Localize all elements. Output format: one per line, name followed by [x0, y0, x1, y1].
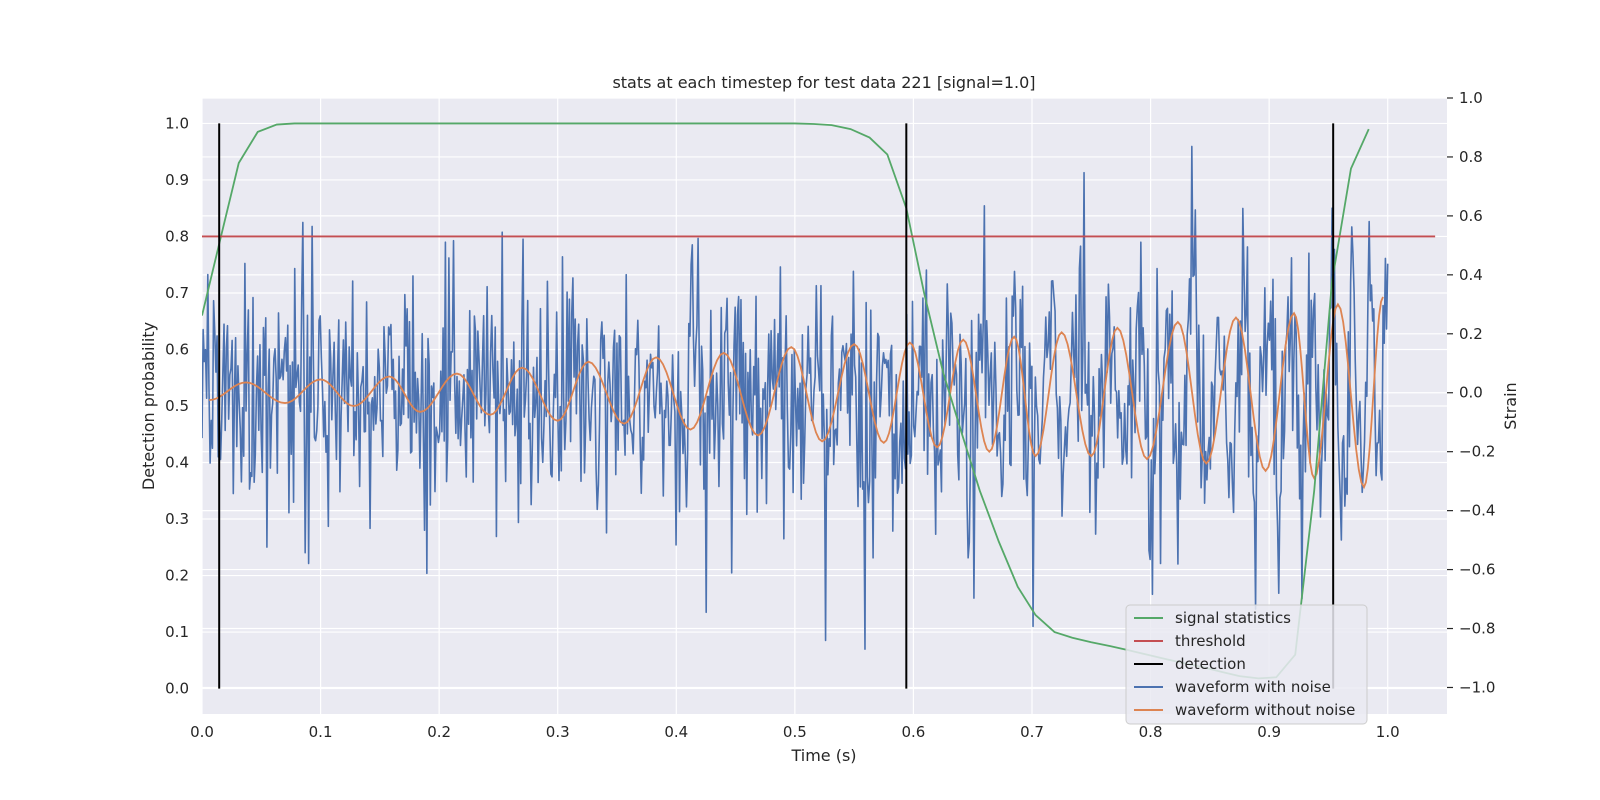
y2-tick-label: −0.8 [1459, 620, 1495, 638]
y-tick-label: 0.5 [165, 397, 189, 415]
y2-tick-label: 0.6 [1459, 207, 1483, 225]
legend-box [1125, 604, 1368, 725]
y-tick-label: 0.2 [165, 567, 189, 585]
x-tick-label: 0.6 [901, 723, 925, 741]
x-tick-label: 0.3 [546, 723, 570, 741]
y-tick-label: 0.3 [165, 510, 189, 528]
x-tick-label: 0.7 [1020, 723, 1044, 741]
y-tick-label: 0.8 [165, 227, 189, 245]
legend-label-waveform-without-noise: waveform without noise [1175, 701, 1355, 719]
axis-ticks: 0.0 0.1 0.2 0.3 0.4 0.5 0.6 0.7 0.8 0.9 1.0 0.0 0.1 0… [165, 89, 1495, 741]
x-tick-label: 0.2 [427, 723, 451, 741]
y2-tick-label: −1.0 [1459, 678, 1495, 696]
y2-axis-label: Strain [1501, 382, 1520, 429]
x-tick-label: 1.0 [1376, 723, 1400, 741]
y2-tick-label: 1.0 [1459, 89, 1483, 107]
y2-tick-label: 0.2 [1459, 325, 1483, 343]
y2-tick-label: −0.4 [1459, 502, 1495, 520]
y-tick-label: 0.4 [165, 454, 189, 472]
legend-label-threshold: threshold [1175, 632, 1246, 650]
legend-label-signal-statistics: signal statistics [1175, 609, 1291, 627]
x-tick-label: 0.8 [1139, 723, 1163, 741]
legend-label-waveform-with-noise: waveform with noise [1175, 678, 1331, 696]
x-tick-label: 0.5 [783, 723, 807, 741]
y-axis-label: Detection probability [139, 322, 158, 490]
y2-tick-label: 0.8 [1459, 148, 1483, 166]
x-tick-label: 0.9 [1257, 723, 1281, 741]
chart-title: stats at each timestep for test data 221… [612, 73, 1035, 92]
y2-tick-label: −0.2 [1459, 443, 1495, 461]
legend-label-detection: detection [1175, 655, 1246, 673]
y2-tick-label: −0.6 [1459, 561, 1495, 579]
y-tick-label: 0.7 [165, 284, 189, 302]
series-waveform-with-noise [202, 145, 1389, 650]
y-tick-label: 0.6 [165, 340, 189, 358]
series-waveform-without-noise [209, 296, 1384, 490]
x-axis-label: Time (s) [790, 746, 856, 765]
y-tick-label: 0.0 [165, 680, 189, 698]
y-tick-label: 1.0 [165, 114, 189, 132]
y-tick-label: 0.1 [165, 623, 189, 641]
x-tick-label: 0.0 [190, 723, 214, 741]
x-tick-label: 0.4 [664, 723, 688, 741]
x-tick-label: 0.1 [309, 723, 333, 741]
legend: signal statistics threshold detection wa… [1125, 604, 1368, 725]
y2-tick-label: 0.0 [1459, 384, 1483, 402]
y-tick-label: 0.9 [165, 171, 189, 189]
y2-tick-label: 0.4 [1459, 266, 1483, 284]
